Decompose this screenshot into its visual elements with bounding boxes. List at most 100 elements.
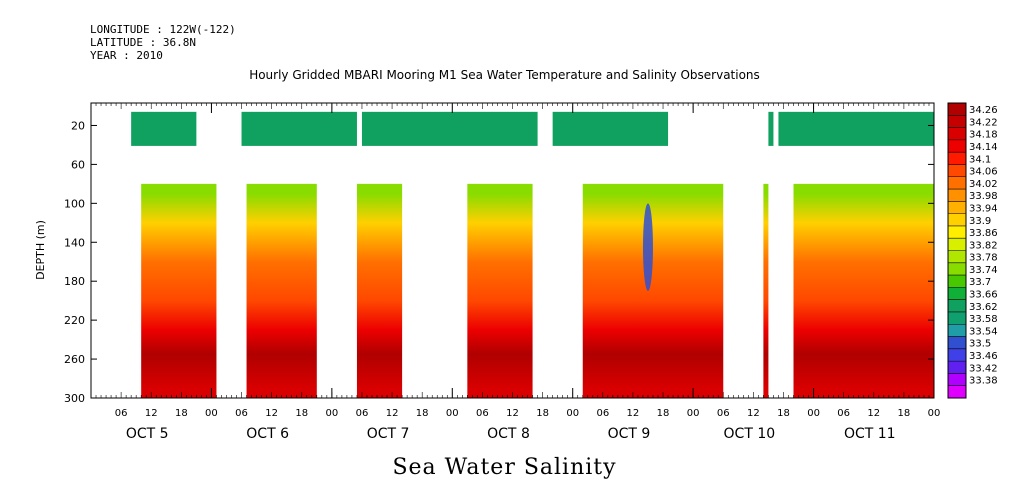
colorbar-label: 33.54 [969,326,998,337]
data-segment-shallow [768,111,774,146]
x-tick-label: 18 [657,408,670,419]
y-tick-label: 140 [64,236,85,249]
colorbar-swatch [948,225,966,239]
variable-label: Sea Water Salinity [392,455,617,480]
x-day-label: OCT 6 [246,426,289,442]
colorbar-label: 33.86 [969,228,998,239]
salinity-chart: 20 60 100 140 180 220 260 300 06 12 18 00 06 12 18 00 06… [34,102,998,442]
colorbar-label: 33.78 [969,253,998,264]
colorbar-swatch [948,287,966,301]
colorbar-label: 33.66 [969,290,998,301]
data-segment-shallow [361,111,538,146]
colorbar-label: 34.26 [969,105,998,116]
colorbar-label: 33.38 [969,376,998,387]
colorbar-swatch [948,127,966,141]
colorbar-label: 33.42 [969,363,998,374]
colorbar-swatch [948,311,966,325]
latitude-label: LATITUDE : 36.8N [90,36,196,49]
data-segment-deep [141,183,217,398]
y-axis-label: DEPTH (m) [34,220,47,280]
x-tick-label: 00 [687,408,700,419]
data-segment-deep [763,183,769,398]
colorbar-label: 34.02 [969,179,998,190]
x-tick-label: 06 [235,408,248,419]
colorbar-swatch [948,336,966,350]
colorbar-swatch [948,348,966,362]
year-label: YEAR : 2010 [90,49,163,62]
data-segment-shallow [552,111,669,146]
x-tick-label: 12 [747,408,760,419]
colorbar-swatch [948,299,966,313]
x-day-label: OCT 10 [724,426,776,442]
x-day-label: OCT 11 [844,426,896,442]
colorbar-label: 33.82 [969,240,998,251]
colorbar-label: 34.14 [969,142,998,153]
colorbar-swatch [948,385,966,399]
colorbar-label: 34.18 [969,130,998,141]
colorbar-label: 33.94 [969,203,998,214]
data-segment-deep [246,183,317,398]
colorbar-swatch [948,373,966,387]
colorbar: 34.2634.2234.1834.1434.134.0634.0233.983… [947,102,998,399]
colorbar-label: 33.46 [969,351,998,362]
low-salinity-intrusion [642,203,653,291]
colorbar-swatch [948,189,966,202]
x-tick-label: 00 [566,408,579,419]
y-tick-label: 100 [64,197,85,210]
x-day-label: OCT 9 [608,426,651,442]
y-tick-label: 180 [64,275,85,288]
colorbar-swatch [948,250,966,264]
colorbar-label: 33.9 [969,216,991,227]
x-day-label: OCT 5 [126,426,169,442]
x-tick-label: 18 [416,408,429,419]
x-tick-label: 06 [356,408,369,419]
x-tick-label: 00 [205,408,218,419]
x-tick-label: 12 [867,408,880,419]
colorbar-label: 33.62 [969,302,998,313]
colorbar-swatch [948,152,966,165]
colorbar-swatch [948,201,966,215]
x-tick-label: 12 [506,408,519,419]
longitude-label: LONGITUDE : 122W(-122) [90,23,236,36]
y-tick-label: 260 [64,353,85,366]
x-tick-label: 06 [596,408,609,419]
x-tick-label: 12 [265,408,278,419]
x-tick-label: 12 [386,408,399,419]
y-tick-label: 20 [71,119,85,132]
colorbar-swatch [948,262,966,276]
data-segment-shallow [778,111,934,146]
colorbar-swatch [948,164,966,178]
axes: 20 60 100 140 180 220 260 300 06 12 18 00 06 12 18 00 06… [64,102,940,442]
x-tick-label: 18 [898,408,911,419]
chart-title: Hourly Gridded MBARI Mooring M1 Sea Wate… [249,68,760,82]
data-segment-deep [582,183,724,398]
plot-area [131,111,934,398]
colorbar-swatch [948,139,966,153]
colorbar-label: 33.74 [969,265,998,276]
x-tick-label: 00 [807,408,820,419]
colorbar-swatch [948,238,966,251]
colorbar-label: 33.58 [969,314,998,325]
y-tick-label: 60 [71,158,85,171]
colorbar-label: 34.22 [969,117,998,128]
x-tick-label: 18 [175,408,188,419]
x-tick-label: 06 [717,408,730,419]
y-tick-label: 300 [64,392,85,405]
colorbar-swatch [948,275,966,288]
colorbar-swatch [948,213,966,227]
x-day-label: OCT 8 [487,426,530,442]
x-tick-label: 06 [476,408,489,419]
x-tick-label: 18 [536,408,549,419]
x-tick-label: 12 [627,408,640,419]
colorbar-swatch [948,103,966,116]
colorbar-swatch [948,176,966,190]
x-tick-label: 00 [446,408,459,419]
x-tick-label: 18 [777,408,790,419]
colorbar-label: 33.5 [969,339,991,350]
data-segment-shallow [131,111,197,146]
data-segment-deep [793,183,934,398]
x-tick-label: 06 [837,408,850,419]
colorbar-label: 33.98 [969,191,998,202]
x-tick-label: 00 [325,408,338,419]
colorbar-label: 34.06 [969,167,998,178]
